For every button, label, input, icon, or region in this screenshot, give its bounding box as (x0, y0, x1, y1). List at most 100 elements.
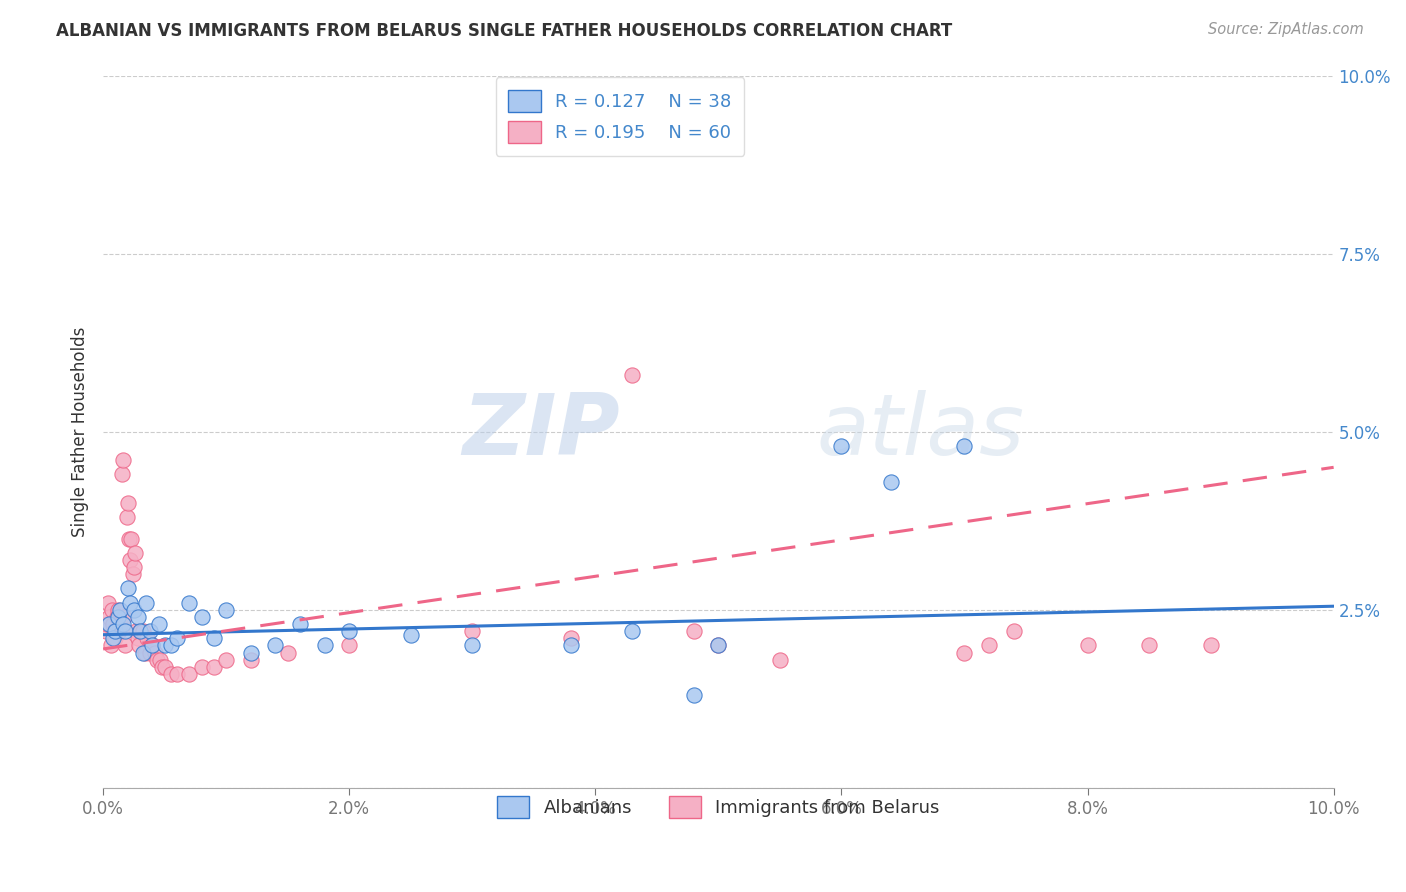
Point (128, 639, 150, 653)
Point (149, 653, 172, 667)
Point (141, 639, 163, 653)
Point (98, 617, 121, 632)
Point (98, 610, 121, 624)
Text: ZIP: ZIP (463, 390, 620, 473)
Point (153, 639, 176, 653)
Point (112, 610, 135, 624)
Point (120, 596, 142, 610)
Point (621, 368, 644, 382)
Point (111, 453, 134, 467)
Point (129, 624, 152, 639)
Point (1002, 624, 1025, 639)
Point (135, 596, 157, 610)
Point (134, 646, 156, 660)
Point (127, 632, 149, 646)
Legend: Albanians, Immigrants from Belarus: Albanians, Immigrants from Belarus (489, 789, 948, 825)
Point (159, 639, 181, 653)
Point (110, 467, 132, 482)
Point (239, 646, 262, 660)
Point (103, 624, 125, 639)
Point (108, 624, 131, 639)
Point (129, 624, 152, 639)
Point (111, 617, 134, 632)
Point (190, 610, 212, 624)
Point (277, 646, 299, 660)
Point (879, 475, 901, 489)
Point (707, 639, 730, 653)
Point (131, 646, 153, 660)
Point (97, 596, 120, 610)
Point (1137, 639, 1160, 653)
Point (110, 603, 132, 617)
Point (239, 653, 262, 667)
Point (215, 603, 238, 617)
Point (110, 617, 132, 632)
Point (707, 639, 730, 653)
Point (117, 496, 139, 510)
Point (166, 666, 188, 681)
Point (107, 610, 129, 624)
Point (143, 646, 166, 660)
Point (202, 632, 225, 646)
Point (131, 624, 153, 639)
Point (94, 624, 117, 639)
Point (399, 628, 422, 642)
Point (953, 439, 976, 453)
Text: ALBANIAN VS IMMIGRANTS FROM BELARUS SINGLE FATHER HOUSEHOLDS CORRELATION CHART: ALBANIAN VS IMMIGRANTS FROM BELARUS SING… (56, 22, 952, 40)
Point (215, 653, 238, 667)
Point (122, 603, 145, 617)
Point (179, 596, 201, 610)
Point (104, 632, 127, 646)
Point (621, 624, 644, 639)
Point (1076, 639, 1098, 653)
Point (139, 624, 162, 639)
Text: Source: ZipAtlas.com: Source: ZipAtlas.com (1208, 22, 1364, 37)
Point (179, 666, 201, 681)
Point (682, 624, 704, 639)
Point (107, 603, 129, 617)
Point (141, 639, 163, 653)
Point (146, 653, 169, 667)
Point (148, 617, 170, 632)
Point (115, 510, 138, 524)
Point (101, 617, 124, 632)
Point (288, 617, 311, 632)
Point (560, 639, 582, 653)
Point (682, 688, 704, 702)
Point (159, 666, 181, 681)
Point (461, 624, 484, 639)
Point (461, 639, 484, 653)
Point (124, 546, 146, 560)
Point (953, 646, 976, 660)
Point (560, 632, 582, 646)
Point (120, 553, 142, 567)
Point (105, 610, 128, 624)
Point (264, 639, 287, 653)
Point (153, 659, 176, 673)
Y-axis label: Single Father Households: Single Father Households (72, 326, 89, 537)
Point (127, 610, 149, 624)
Point (337, 624, 360, 639)
Point (337, 639, 360, 653)
Point (100, 639, 122, 653)
Point (125, 624, 148, 639)
Point (122, 560, 145, 574)
Point (120, 532, 142, 546)
Text: atlas: atlas (817, 390, 1025, 473)
Point (96, 617, 118, 632)
Point (117, 582, 139, 596)
Point (1199, 639, 1222, 653)
Point (114, 624, 136, 639)
Point (121, 567, 143, 582)
Point (136, 632, 159, 646)
Point (830, 439, 852, 453)
Point (139, 646, 162, 660)
Point (118, 532, 141, 546)
Point (166, 632, 188, 646)
Point (769, 653, 792, 667)
Point (314, 639, 336, 653)
Point (101, 632, 124, 646)
Point (150, 659, 173, 673)
Point (100, 603, 122, 617)
Point (977, 639, 1000, 653)
